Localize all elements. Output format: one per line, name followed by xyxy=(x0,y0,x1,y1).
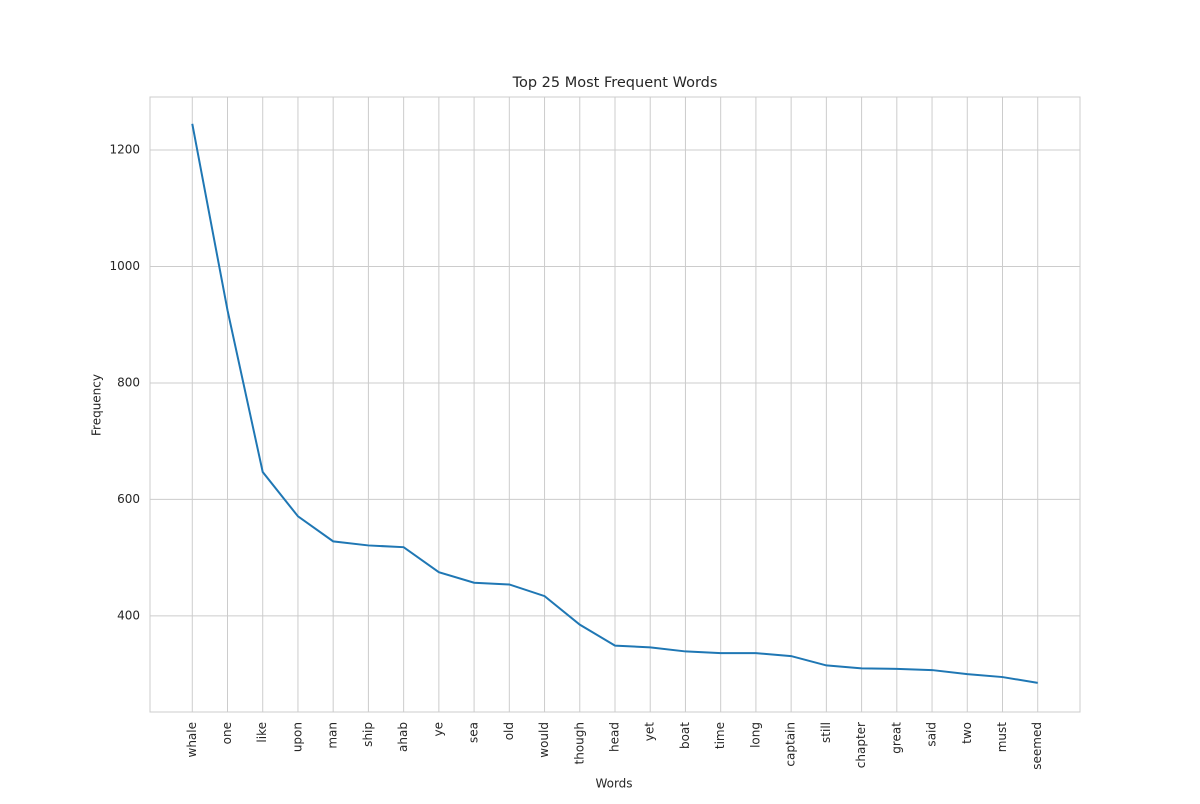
x-tick-label: chapter xyxy=(854,722,868,768)
x-tick-label: would xyxy=(537,722,551,758)
y-tick-label: 1200 xyxy=(109,142,140,156)
y-tick-label: 800 xyxy=(117,375,140,389)
plot-frame xyxy=(149,96,1081,713)
x-tick-label: like xyxy=(255,722,269,743)
x-tick-label: head xyxy=(608,722,622,752)
x-tick-label: great xyxy=(889,722,903,754)
x-tick-label: one xyxy=(220,722,234,744)
x-tick-label: upon xyxy=(290,722,304,752)
x-tick-label: ahab xyxy=(396,722,410,752)
x-tick-label: sea xyxy=(467,722,481,743)
x-tick-label: boat xyxy=(678,722,692,749)
x-tick-label: ship xyxy=(361,722,375,747)
x-tick-label: must xyxy=(995,722,1009,753)
x-tick-label: said xyxy=(925,722,939,747)
x-tick-label: long xyxy=(748,722,762,748)
chart-title: Top 25 Most Frequent Words xyxy=(512,75,718,91)
x-tick-label: though xyxy=(572,722,586,764)
x-tick-label: still xyxy=(819,722,833,743)
y-axis-label: Frequency xyxy=(90,374,104,436)
x-tick-label: seemed xyxy=(1030,722,1044,770)
x-tick-label: captain xyxy=(784,722,798,767)
x-tick-label: whale xyxy=(185,722,199,758)
x-axis-label: Words xyxy=(595,777,632,791)
y-tick-label: 600 xyxy=(117,492,140,506)
x-tick-label: old xyxy=(502,722,516,740)
y-tick-label: 1000 xyxy=(109,259,140,273)
x-tick-label: two xyxy=(960,722,974,744)
y-tick-label: 400 xyxy=(117,608,140,622)
x-tick-label: time xyxy=(713,722,727,749)
x-tick-label: ye xyxy=(431,722,445,736)
data-line xyxy=(191,123,1038,684)
x-tick-label: man xyxy=(326,722,340,749)
x-tick-label: yet xyxy=(643,722,657,741)
